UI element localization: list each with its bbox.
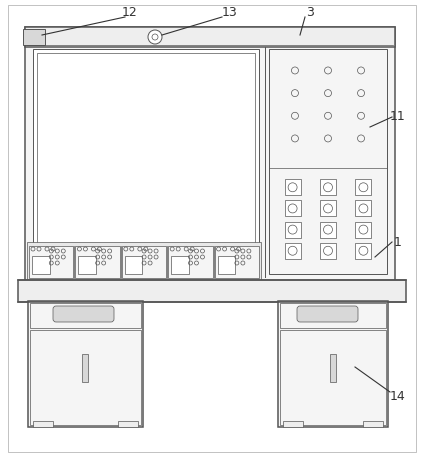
Bar [78,256,96,274]
Bar [27,242,261,280]
Bar [28,301,143,427]
Bar [269,49,387,274]
Bar [355,201,371,217]
Bar [18,280,406,302]
Bar [320,179,336,195]
Bar [278,301,388,427]
Bar [285,179,301,195]
Text: 13: 13 [222,5,238,18]
Bar [33,49,259,274]
Bar [33,421,53,427]
Bar [75,246,120,278]
Bar [168,246,212,278]
Bar [285,222,301,238]
Bar [25,27,395,47]
Bar [283,421,303,427]
Bar [285,243,301,259]
Bar [280,303,386,328]
Bar [215,246,259,278]
Bar [29,246,73,278]
Bar [25,27,395,282]
Bar [330,354,336,382]
Bar [30,303,141,328]
Bar [320,201,336,217]
Text: 3: 3 [306,5,314,18]
Bar [23,29,45,45]
Bar [118,421,138,427]
Bar [285,201,301,217]
Bar [125,256,142,274]
Text: 14: 14 [390,390,406,404]
Bar [218,256,235,274]
Bar [171,256,189,274]
Bar [280,330,386,425]
Text: 11: 11 [390,111,406,123]
Bar [320,243,336,259]
Bar [355,222,371,238]
Text: 12: 12 [122,5,138,18]
Bar [363,421,383,427]
Bar [30,330,141,425]
Bar [122,246,166,278]
FancyBboxPatch shape [53,306,114,322]
Bar [355,243,371,259]
Circle shape [148,30,162,44]
Bar [37,53,255,270]
FancyBboxPatch shape [297,306,358,322]
Text: 1: 1 [394,235,402,249]
Bar [355,179,371,195]
Bar [320,222,336,238]
Bar [82,354,88,382]
Bar [32,256,50,274]
